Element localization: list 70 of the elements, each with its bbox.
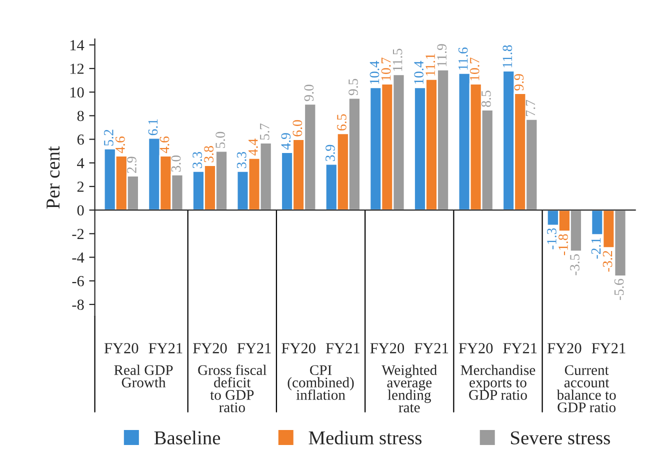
data-label: 5.7 bbox=[260, 124, 270, 140]
data-label: 8.5 bbox=[481, 90, 491, 107]
x-tick-label: FY21 bbox=[592, 343, 626, 354]
data-label: 3.9 bbox=[326, 144, 335, 162]
data-label: 9.9 bbox=[514, 74, 524, 90]
data-label: 6.0 bbox=[292, 120, 302, 136]
data-label: 11.5 bbox=[392, 48, 402, 71]
y-tick-label: 2 bbox=[77, 182, 84, 192]
x-tick-label: FY21 bbox=[326, 343, 360, 354]
y-tick-label: 10 bbox=[70, 87, 84, 98]
data-label: 2.9 bbox=[127, 156, 136, 173]
data-label: 4.6 bbox=[116, 136, 125, 154]
data-label: -1.8 bbox=[558, 234, 568, 256]
text: Real GDP Growth bbox=[114, 364, 173, 388]
text: Merchandise exports to GDP ratio bbox=[460, 364, 536, 400]
data-label: 11.8 bbox=[502, 45, 512, 68]
data-label: -2.1 bbox=[591, 238, 601, 259]
x-tick-label: FY21 bbox=[503, 343, 537, 354]
data-label: 10.7 bbox=[470, 58, 480, 80]
data-label: -3.5 bbox=[570, 254, 580, 276]
legend-label: Baseline bbox=[154, 430, 220, 444]
data-label: 7.7 bbox=[526, 100, 536, 116]
data-label: 3.3 bbox=[192, 152, 202, 168]
y-tick-label: -8 bbox=[72, 300, 84, 310]
data-label: 11.1 bbox=[426, 54, 436, 76]
data-label: 11.9 bbox=[437, 44, 447, 66]
data-label: 9.5 bbox=[348, 78, 358, 96]
data-label: 3.3 bbox=[236, 152, 246, 168]
y-tick-label: -6 bbox=[72, 276, 84, 286]
data-label: 10.4 bbox=[414, 60, 424, 84]
text: Gross fiscal deficit to GDP ratio bbox=[198, 364, 266, 412]
x-tick-label: FY20 bbox=[370, 343, 404, 354]
data-label: 4.4 bbox=[248, 138, 258, 156]
data-label: 4.6 bbox=[160, 136, 170, 154]
data-label: 3.8 bbox=[204, 146, 214, 162]
x-tick-label: FY21 bbox=[237, 343, 271, 354]
y-axis-title: Per cent bbox=[46, 146, 60, 209]
text: Weighted average lending rate bbox=[382, 364, 437, 412]
y-tick-label: 12 bbox=[70, 64, 84, 74]
data-label: 9.0 bbox=[304, 84, 314, 102]
legend-label: Severe stress bbox=[511, 431, 610, 444]
data-label: 5.0 bbox=[216, 132, 226, 148]
y-tick-label: -4 bbox=[72, 252, 84, 263]
data-label: 10.4 bbox=[370, 60, 380, 84]
data-label: 3.0 bbox=[171, 155, 181, 172]
x-tick-label: FY21 bbox=[414, 343, 448, 354]
data-label: 6.1 bbox=[148, 119, 158, 136]
y-tick-label: 4 bbox=[77, 158, 84, 168]
data-label: -1.3 bbox=[547, 228, 556, 250]
data-label: 5.2 bbox=[104, 130, 114, 146]
x-tick-label: FY21 bbox=[148, 343, 182, 354]
x-tick-label: FY20 bbox=[104, 343, 138, 354]
x-tick-label: FY20 bbox=[458, 343, 493, 354]
data-label: 11.6 bbox=[458, 47, 468, 70]
y-tick-label: 14 bbox=[70, 40, 84, 50]
text: CPI (combined) inflation bbox=[288, 365, 354, 400]
y-tick-label: 8 bbox=[77, 110, 84, 122]
text: Current account balance to GDP ratio bbox=[556, 365, 616, 412]
x-tick-label: FY20 bbox=[547, 343, 582, 354]
y-tick-label: 0 bbox=[77, 205, 84, 216]
legend-label: Medium stress bbox=[308, 430, 422, 444]
data-label: -5.6 bbox=[614, 278, 624, 300]
data-label: 6.5 bbox=[337, 114, 346, 130]
data-label: -3.2 bbox=[602, 250, 612, 272]
y-tick-label: -2 bbox=[72, 228, 84, 239]
data-label: 4.9 bbox=[281, 133, 291, 150]
x-tick-label: FY20 bbox=[193, 343, 227, 354]
x-tick-label: FY20 bbox=[282, 343, 316, 354]
y-tick-label: 6 bbox=[77, 134, 84, 145]
data-label: 10.7 bbox=[381, 58, 391, 80]
